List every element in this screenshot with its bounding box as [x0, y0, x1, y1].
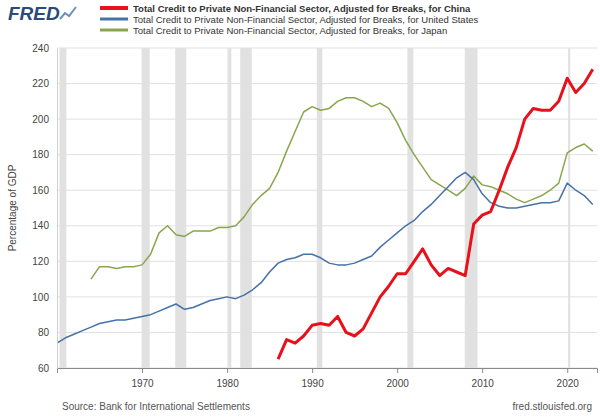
legend-label: Total Credit to Private Non-Financial Se…: [133, 3, 471, 14]
x-tick: 2010: [472, 368, 495, 389]
legend-swatch: [100, 6, 128, 10]
y-tick: 240: [32, 43, 57, 54]
y-tick-label: 140: [32, 220, 49, 231]
y-tick: 180: [32, 149, 57, 160]
recession-band: [175, 48, 186, 368]
x-tick-label: 2000: [387, 378, 410, 389]
x-tick: 2000: [387, 368, 410, 389]
y-tick: 80: [38, 327, 57, 338]
x-tick: 1980: [216, 368, 239, 389]
grid-line: [57, 296, 597, 297]
y-tick-label: 60: [38, 363, 50, 374]
marks: [57, 48, 593, 368]
plot-area: 1970 1980 1990 2000 2010 2020 60 80 100 120 140 160…: [32, 43, 597, 389]
x-tick: 2020: [557, 368, 580, 389]
y-tick-label: 120: [32, 256, 49, 267]
recession-band: [317, 48, 323, 368]
x-tick-label: 1990: [301, 378, 324, 389]
x-tick: 1970: [131, 368, 154, 389]
grid: [57, 48, 597, 368]
site: fred.stlouisfed.org: [513, 401, 593, 412]
legend-label: Total Credit to Private Non-Financial Se…: [133, 25, 447, 36]
grid-line: [57, 225, 597, 226]
x-tick-label: 2010: [472, 378, 495, 389]
y-tick-label: 240: [32, 43, 49, 54]
grid-line: [57, 119, 597, 120]
y-axis-title: Percentage of GDP: [7, 164, 18, 251]
y-tick: 120: [32, 256, 57, 267]
y-tick: 60: [38, 363, 57, 374]
x-tick-mark: [482, 368, 483, 373]
y-tick: 200: [32, 114, 57, 125]
x-tick-label: 1970: [131, 378, 154, 389]
chart-svg: 1970 1980 1990 2000 2010 2020 60 80 100 120 140 160…: [0, 0, 600, 417]
chart-container: 1970 1980 1990 2000 2010 2020 60 80 100 120 140 160…: [0, 0, 600, 417]
y-axis: 60 80 100 120 140 160 180 200 220 240: [32, 43, 57, 374]
y-tick-label: 220: [32, 78, 49, 89]
x-tick-mark: [567, 368, 568, 373]
x-axis-line: [58, 369, 598, 374]
x-tick-label: 2020: [557, 378, 580, 389]
recession-band: [60, 48, 67, 368]
x-axis: 1970 1980 1990 2000 2010 2020: [58, 368, 598, 389]
legend: Total Credit to Private Non-Financial Se…: [100, 3, 479, 36]
logo-icon: [60, 7, 76, 19]
grid-line: [57, 332, 597, 333]
recession-band: [568, 48, 570, 368]
y-axis-line: [57, 49, 58, 369]
legend-label: Total Credit to Private Non-Financial Se…: [133, 14, 479, 25]
x-tick-mark: [142, 368, 143, 373]
y-tick: 100: [32, 292, 57, 303]
grid-line: [57, 83, 597, 84]
x-tick-label: 1980: [216, 378, 239, 389]
y-tick: 140: [32, 220, 57, 231]
grid-line: [57, 154, 597, 155]
recession-band: [465, 48, 478, 368]
legend-swatch: [100, 18, 128, 21]
x-tick-mark: [397, 368, 398, 373]
grid-line: [57, 190, 597, 191]
y-tick-label: 180: [32, 149, 49, 160]
y-tick-label: 80: [38, 327, 50, 338]
source: Source: Bank for International Settlemen…: [62, 401, 250, 412]
x-tick-mark: [312, 368, 313, 373]
x-tick: 1990: [301, 368, 324, 389]
y-tick-label: 100: [32, 292, 49, 303]
y-tick-label: 160: [32, 185, 49, 196]
x-tick-mark: [227, 368, 228, 373]
series-line: [278, 69, 593, 359]
series-line: [57, 172, 593, 343]
recession-band: [407, 48, 413, 368]
recession-band: [142, 48, 150, 368]
y-tick: 220: [32, 78, 57, 89]
recession-band: [228, 48, 232, 368]
logo: FRED: [8, 3, 76, 24]
logo-text: FRED: [8, 3, 60, 24]
series-line: [91, 98, 593, 279]
y-tick-label: 200: [32, 114, 49, 125]
legend-swatch: [100, 29, 128, 32]
y-tick: 160: [32, 185, 57, 196]
grid-line: [57, 48, 597, 49]
